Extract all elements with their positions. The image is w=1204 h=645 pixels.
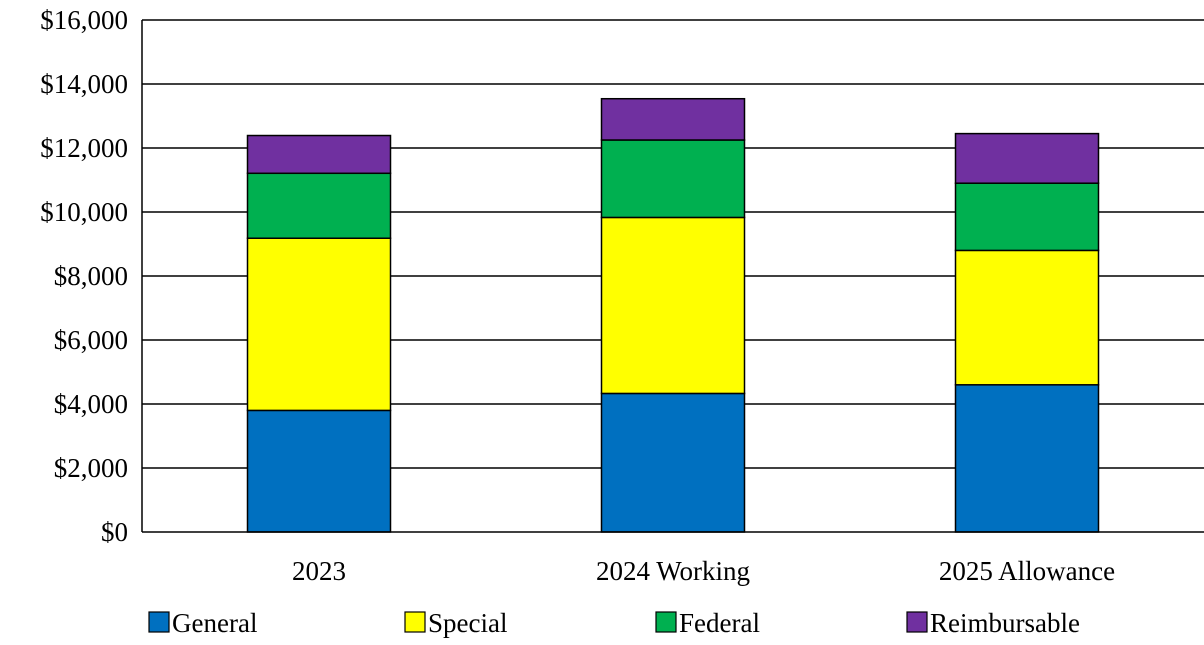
bar-segment-federal-0: [246, 172, 392, 239]
y-tick-label: $10,000: [40, 197, 128, 227]
bar-segment-federal-2: [954, 182, 1100, 252]
bar-segment-special-2: [954, 249, 1100, 386]
legend-label-general: General: [172, 608, 257, 638]
x-tick-label: 2024 Working: [596, 556, 750, 586]
bar-segment-special-1: [600, 216, 746, 395]
bars: [246, 97, 1100, 533]
legend-swatch-special: [404, 611, 426, 633]
legend-label-special: Special: [428, 608, 507, 638]
y-tick-label: $8,000: [54, 261, 128, 291]
y-tick-label: $14,000: [40, 69, 128, 99]
bar-segment-general-2: [954, 384, 1100, 533]
bar-segment-federal-1: [600, 139, 746, 219]
y-tick-label: $2,000: [54, 453, 128, 483]
y-tick-label: $12,000: [40, 133, 128, 163]
y-tick-label: $4,000: [54, 389, 128, 419]
legend-swatch-federal: [655, 611, 677, 633]
legend-label-reimbursable: Reimbursable: [930, 608, 1080, 638]
y-tick-label: $16,000: [40, 5, 128, 35]
bar-segment-general-0: [246, 409, 392, 533]
axes: [141, 20, 1204, 533]
legend-label-federal: Federal: [679, 608, 760, 638]
bar-segment-reimbursable-2: [954, 132, 1100, 184]
bar-segment-reimbursable-1: [600, 97, 746, 141]
y-axis-tick-labels: $0 $2,000 $4,000 $6,000 $8,000 $10,000 $12,000…: [40, 5, 128, 547]
x-tick-label: 2025 Allowance: [939, 556, 1115, 586]
bar-segment-general-1: [600, 392, 746, 533]
y-tick-label: $0: [101, 517, 128, 547]
bar-segment-special-0: [246, 237, 392, 412]
legend: General Special Federal Reimbursable: [148, 608, 1080, 638]
bar-segment-reimbursable-0: [246, 134, 392, 175]
legend-swatch-general: [148, 611, 170, 633]
legend-swatch-reimbursable: [906, 611, 928, 633]
x-tick-label: 2023: [292, 556, 346, 586]
x-axis-tick-labels: 2023 2024 Working 2025 Allowance: [292, 556, 1115, 586]
y-tick-label: $6,000: [54, 325, 128, 355]
